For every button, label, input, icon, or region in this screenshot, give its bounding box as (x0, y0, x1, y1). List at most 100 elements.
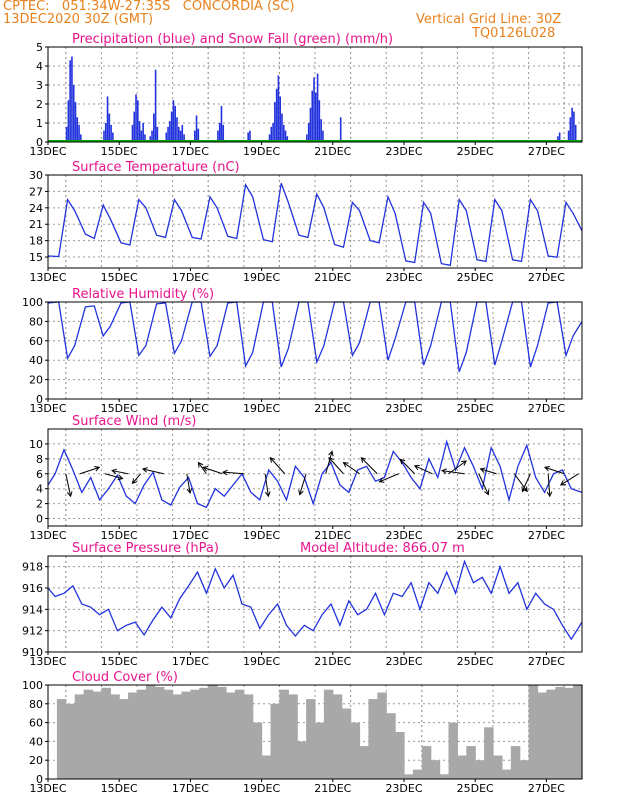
precip-bar (322, 130, 324, 142)
wind-vector (478, 473, 489, 495)
precip-bar (65, 126, 68, 142)
x-tick-label: 19DEC (243, 271, 280, 284)
cloud-bar (528, 685, 539, 779)
precip-bar (307, 123, 310, 142)
cloud-bar (288, 694, 298, 779)
cloud-bar (190, 689, 200, 779)
wind-vector (264, 473, 269, 497)
wind-vector (480, 468, 497, 475)
precip-bar (339, 117, 342, 142)
panel-frame (47, 428, 583, 527)
cloud-bar (573, 685, 583, 779)
wind-vector-head (264, 491, 271, 498)
wind-vector-head (131, 478, 138, 485)
cloud-bar (279, 689, 289, 779)
wind-vector-head (546, 491, 553, 498)
x-tick-label: 23DEC (385, 782, 422, 795)
precip-bar (272, 123, 274, 142)
series-line (47, 182, 583, 267)
cloud-bar (154, 686, 165, 779)
precip-bar (154, 69, 157, 142)
x-tick-label: 15DEC (101, 402, 138, 415)
header-grid-line: Vertical Grid Line: 30Z (416, 12, 562, 27)
wind-vector (299, 473, 307, 495)
x-tick-label: 13DEC (29, 271, 66, 284)
y-tick-label: 30 (29, 169, 43, 182)
precip-bar (571, 107, 573, 142)
precip-bar (169, 121, 171, 142)
panel-frame (47, 46, 583, 143)
cloud-bar (270, 703, 280, 779)
panel-title: Cloud Cover (%) (72, 670, 178, 685)
precip-bar (71, 56, 73, 142)
x-tick-label: 13DEC (29, 529, 66, 542)
x-tick-label: 15DEC (101, 145, 138, 158)
x-tick-label: 21DEC (314, 271, 351, 284)
cloud-bar (475, 760, 485, 779)
y-tick-label: 15 (29, 251, 43, 264)
wind-vector (222, 471, 244, 475)
header-run-code: TQ0126L028 (472, 26, 556, 41)
cloud-bar (172, 694, 183, 779)
precip-bar (103, 130, 105, 142)
wind-vector (399, 459, 416, 475)
wind-vector (379, 473, 399, 483)
cloud-bar (555, 686, 565, 779)
wind-vector-head (441, 468, 447, 474)
wind-vector-head (298, 489, 304, 496)
cloud-bar (297, 741, 307, 779)
y-tick-label: 40 (29, 735, 43, 748)
series-line (47, 439, 583, 509)
cloud-bar (412, 769, 423, 779)
cloud-bar (243, 694, 254, 779)
wind-vector-head (521, 486, 527, 493)
precip-bar (286, 136, 289, 142)
x-tick-label: 25DEC (457, 529, 494, 542)
cloud-bar (110, 694, 120, 779)
y-tick-label: 916 (22, 582, 43, 595)
precip-bar (131, 124, 134, 142)
panel-frame (47, 684, 583, 780)
precip-bar (144, 134, 146, 142)
precip-bar (76, 117, 79, 142)
x-tick-label: 19DEC (243, 529, 280, 542)
wind-vector (79, 466, 100, 475)
precip-bar (67, 100, 70, 142)
x-tick-label: 19DEC (243, 402, 280, 415)
series-line (47, 559, 583, 641)
precip-bar (220, 105, 223, 142)
y-tick-label: 0 (36, 393, 43, 406)
precip-bar (567, 130, 570, 142)
wind-vector-head (111, 468, 118, 475)
y-tick-label: 21 (29, 218, 43, 231)
cloud-bar (457, 755, 467, 779)
precip-bar (135, 94, 137, 142)
wind-vector (142, 468, 164, 475)
precip-bar (218, 123, 221, 142)
precip-bar (106, 96, 109, 142)
y-tick-label: 24 (29, 202, 43, 215)
precip-bar (177, 126, 180, 142)
wind-vector-head (328, 450, 334, 457)
precip-bar (282, 124, 285, 142)
y-tick-label: 912 (22, 625, 43, 638)
y-tick-label: 20 (29, 754, 43, 767)
cloud-bar (493, 755, 503, 779)
x-tick-label: 19DEC (243, 782, 280, 795)
wind-vector-head (559, 480, 566, 486)
cloud-bar (92, 691, 102, 779)
cloud-bar (510, 746, 521, 779)
y-tick-label: 918 (22, 561, 43, 574)
cloud-bar (395, 732, 405, 779)
precip-bar (193, 130, 196, 142)
x-tick-label: 17DEC (172, 145, 209, 158)
x-tick-label: 15DEC (101, 782, 138, 795)
x-tick-label: 23DEC (385, 655, 422, 668)
wind-vector (65, 473, 72, 497)
cloud-bar (83, 689, 94, 779)
precip-bar (153, 113, 155, 142)
precip-bar (197, 128, 200, 142)
precip-bar (133, 111, 136, 142)
wind-vector (343, 462, 360, 475)
cloud-bar (501, 769, 512, 779)
